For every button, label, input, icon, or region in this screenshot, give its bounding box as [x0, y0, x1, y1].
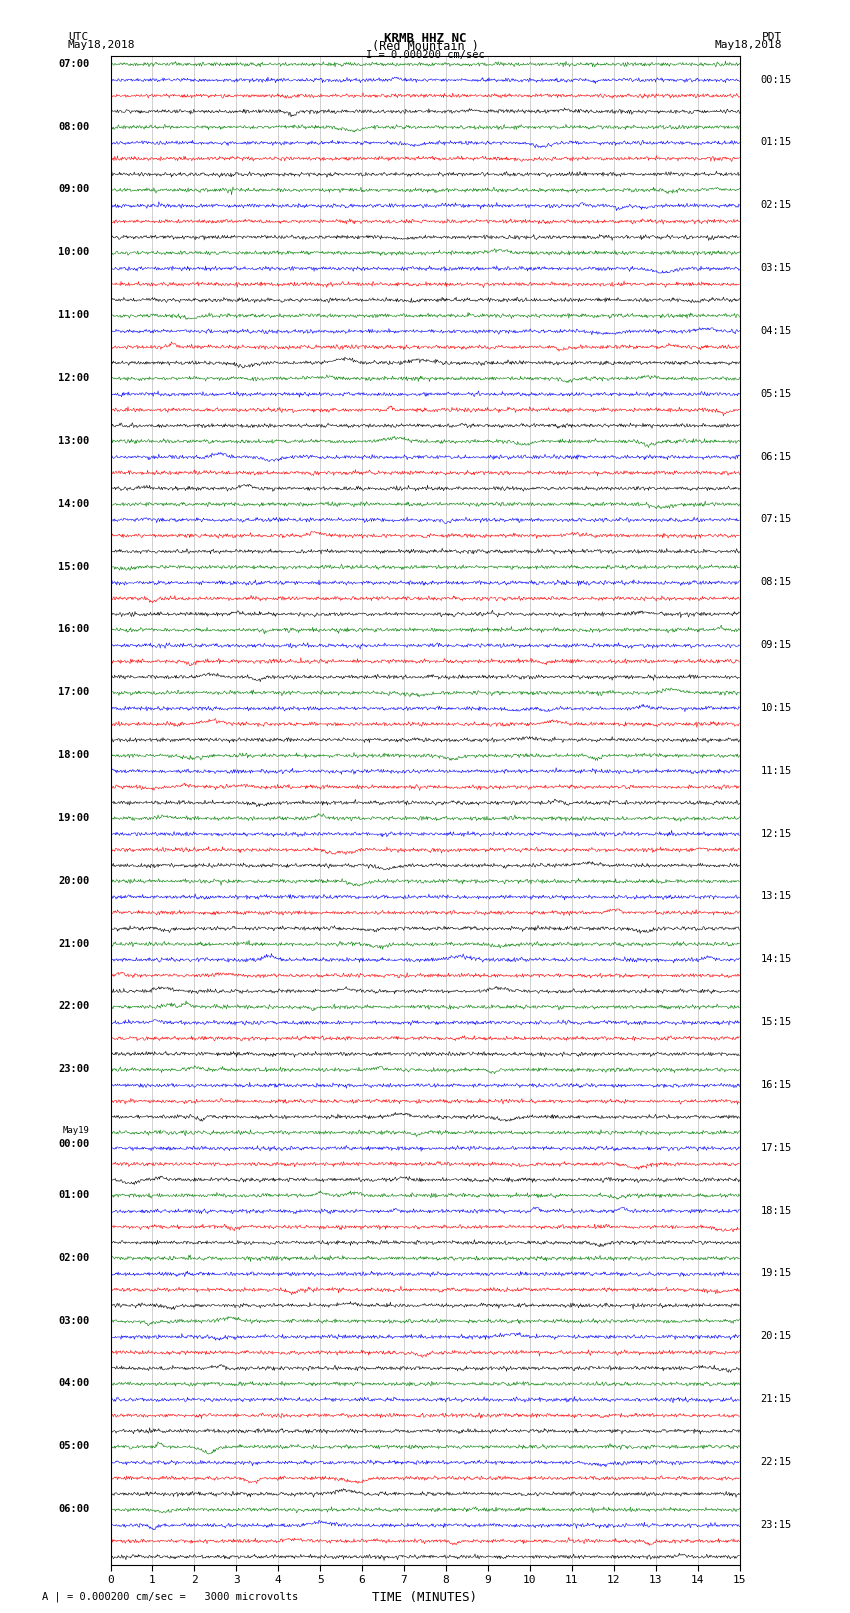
Text: 10:00: 10:00: [59, 247, 89, 258]
Text: 13:00: 13:00: [59, 436, 89, 445]
Text: 19:15: 19:15: [761, 1268, 791, 1279]
Text: 17:15: 17:15: [761, 1142, 791, 1153]
Text: PDT: PDT: [762, 32, 782, 42]
Text: 19:00: 19:00: [59, 813, 89, 823]
Text: 22:15: 22:15: [761, 1457, 791, 1466]
Text: 02:00: 02:00: [59, 1253, 89, 1263]
Text: 23:15: 23:15: [761, 1519, 791, 1529]
Text: 21:15: 21:15: [761, 1394, 791, 1405]
Text: 07:15: 07:15: [761, 515, 791, 524]
Text: 07:00: 07:00: [59, 58, 89, 69]
Text: 03:15: 03:15: [761, 263, 791, 273]
Text: 09:15: 09:15: [761, 640, 791, 650]
Text: May19: May19: [63, 1126, 89, 1136]
Text: 00:00: 00:00: [59, 1139, 89, 1148]
Text: 03:00: 03:00: [59, 1316, 89, 1326]
X-axis label: TIME (MINUTES): TIME (MINUTES): [372, 1590, 478, 1603]
Text: 08:15: 08:15: [761, 577, 791, 587]
Text: 20:00: 20:00: [59, 876, 89, 886]
Text: 01:15: 01:15: [761, 137, 791, 147]
Text: 16:15: 16:15: [761, 1081, 791, 1090]
Text: 15:00: 15:00: [59, 561, 89, 571]
Text: 15:15: 15:15: [761, 1018, 791, 1027]
Text: 12:15: 12:15: [761, 829, 791, 839]
Text: A | = 0.000200 cm/sec =   3000 microvolts: A | = 0.000200 cm/sec = 3000 microvolts: [42, 1590, 298, 1602]
Text: 08:00: 08:00: [59, 121, 89, 132]
Text: UTC: UTC: [68, 32, 88, 42]
Text: 17:00: 17:00: [59, 687, 89, 697]
Text: 16:00: 16:00: [59, 624, 89, 634]
Text: 05:15: 05:15: [761, 389, 791, 398]
Text: 20:15: 20:15: [761, 1331, 791, 1342]
Text: 13:15: 13:15: [761, 892, 791, 902]
Text: 10:15: 10:15: [761, 703, 791, 713]
Text: May18,2018: May18,2018: [715, 40, 782, 50]
Text: 05:00: 05:00: [59, 1442, 89, 1452]
Text: 01:00: 01:00: [59, 1190, 89, 1200]
Text: 12:00: 12:00: [59, 373, 89, 382]
Text: (Red Mountain ): (Red Mountain ): [371, 40, 479, 53]
Text: 04:15: 04:15: [761, 326, 791, 336]
Text: 18:00: 18:00: [59, 750, 89, 760]
Text: I = 0.000200 cm/sec: I = 0.000200 cm/sec: [366, 50, 484, 60]
Text: 04:00: 04:00: [59, 1379, 89, 1389]
Text: 06:00: 06:00: [59, 1505, 89, 1515]
Text: 11:00: 11:00: [59, 310, 89, 319]
Text: 09:00: 09:00: [59, 184, 89, 195]
Text: 14:00: 14:00: [59, 498, 89, 508]
Text: 06:15: 06:15: [761, 452, 791, 461]
Text: 11:15: 11:15: [761, 766, 791, 776]
Text: 22:00: 22:00: [59, 1002, 89, 1011]
Text: 02:15: 02:15: [761, 200, 791, 210]
Text: 23:00: 23:00: [59, 1065, 89, 1074]
Text: KRMB HHZ NC: KRMB HHZ NC: [383, 32, 467, 45]
Text: 21:00: 21:00: [59, 939, 89, 948]
Text: May18,2018: May18,2018: [68, 40, 135, 50]
Text: 00:15: 00:15: [761, 74, 791, 84]
Text: 18:15: 18:15: [761, 1205, 791, 1216]
Text: 14:15: 14:15: [761, 955, 791, 965]
